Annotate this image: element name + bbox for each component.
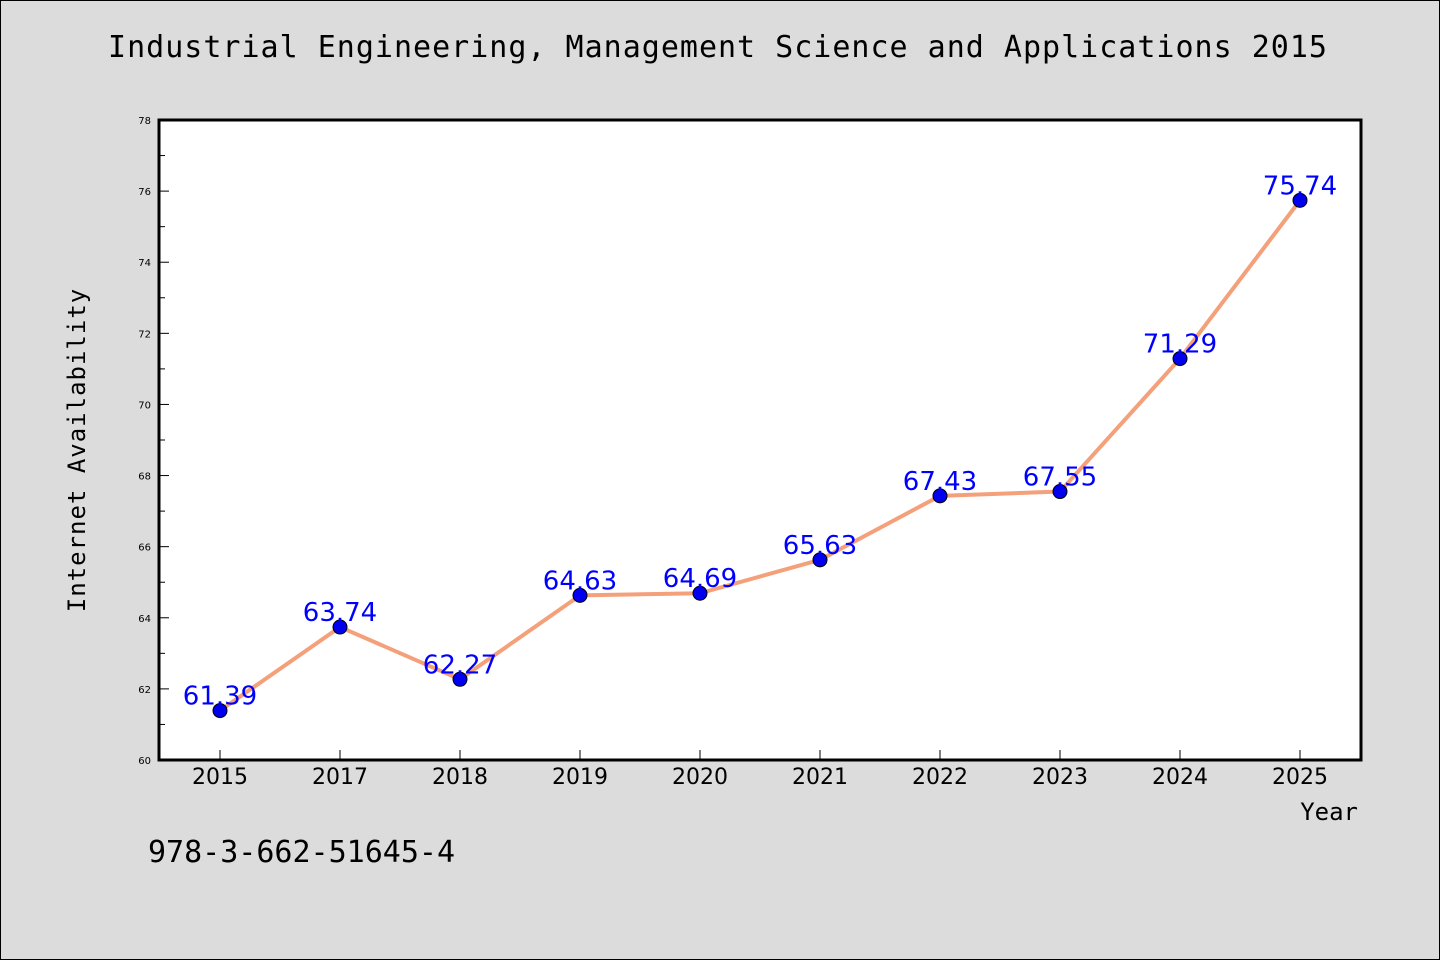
y-tick-label: 60 (138, 756, 151, 767)
y-tick-label: 74 (138, 258, 151, 269)
isbn-text: 978-3-662-51645-4 (148, 835, 456, 870)
x-tick-label: 2024 (1152, 765, 1208, 790)
data-point (1292, 192, 1308, 208)
data-point (692, 585, 708, 601)
data-point (812, 552, 828, 568)
y-axis-label: Internet Availability (63, 288, 91, 612)
data-label: 67.55 (1023, 463, 1097, 493)
data-label: 67.43 (903, 467, 977, 497)
data-point (332, 619, 348, 635)
x-tick-label: 2017 (312, 765, 368, 790)
data-label: 62.27 (423, 650, 497, 680)
x-tick-label: 2018 (432, 765, 488, 790)
data-label: 63.74 (303, 598, 377, 628)
series-line (218, 198, 1302, 713)
data-point (1172, 351, 1188, 367)
y-tick-label: 64 (138, 614, 151, 625)
data-point (212, 703, 228, 719)
series-group: 61.39 63.74 62.27 64.63 64.69 65.63 67.43 67.55… (183, 171, 1337, 719)
data-point (932, 488, 948, 504)
plot-area (157, 118, 1363, 762)
chart-title: Industrial Engineering, Management Scien… (108, 30, 1328, 65)
y-tick-label: 78 (138, 116, 151, 127)
data-point (1052, 484, 1068, 500)
data-label: 71.29 (1143, 330, 1217, 360)
data-label: 64.69 (663, 564, 737, 594)
data-label: 64.63 (543, 566, 617, 596)
x-tick-label: 2019 (552, 765, 608, 790)
data-point (572, 587, 588, 603)
x-tick-label: 2021 (792, 765, 848, 790)
x-tick-label: 2020 (672, 765, 728, 790)
data-label: 61.39 (183, 682, 257, 712)
y-axis: 60 62 64 66 68 70 72 74 76 78 (138, 116, 169, 767)
y-tick-label: 62 (138, 685, 151, 696)
data-point (452, 671, 468, 687)
y-tick-label: 70 (138, 400, 151, 411)
data-label: 75.74 (1263, 171, 1337, 201)
y-tick-label: 66 (138, 543, 151, 554)
x-tick-label: 2015 (192, 765, 248, 790)
x-tick-label: 2025 (1272, 765, 1328, 790)
y-tick-label: 68 (138, 472, 151, 483)
x-axis-label: Year (1300, 798, 1358, 826)
x-tick-label: 2022 (912, 765, 968, 790)
y-tick-label: 76 (138, 187, 151, 198)
data-label: 65.63 (783, 531, 857, 561)
x-axis: 2015 2017 2018 2019 2020 2021 2022 2023 2024 2025 (192, 750, 1328, 790)
y-tick-label: 72 (138, 329, 151, 340)
x-tick-label: 2023 (1032, 765, 1088, 790)
